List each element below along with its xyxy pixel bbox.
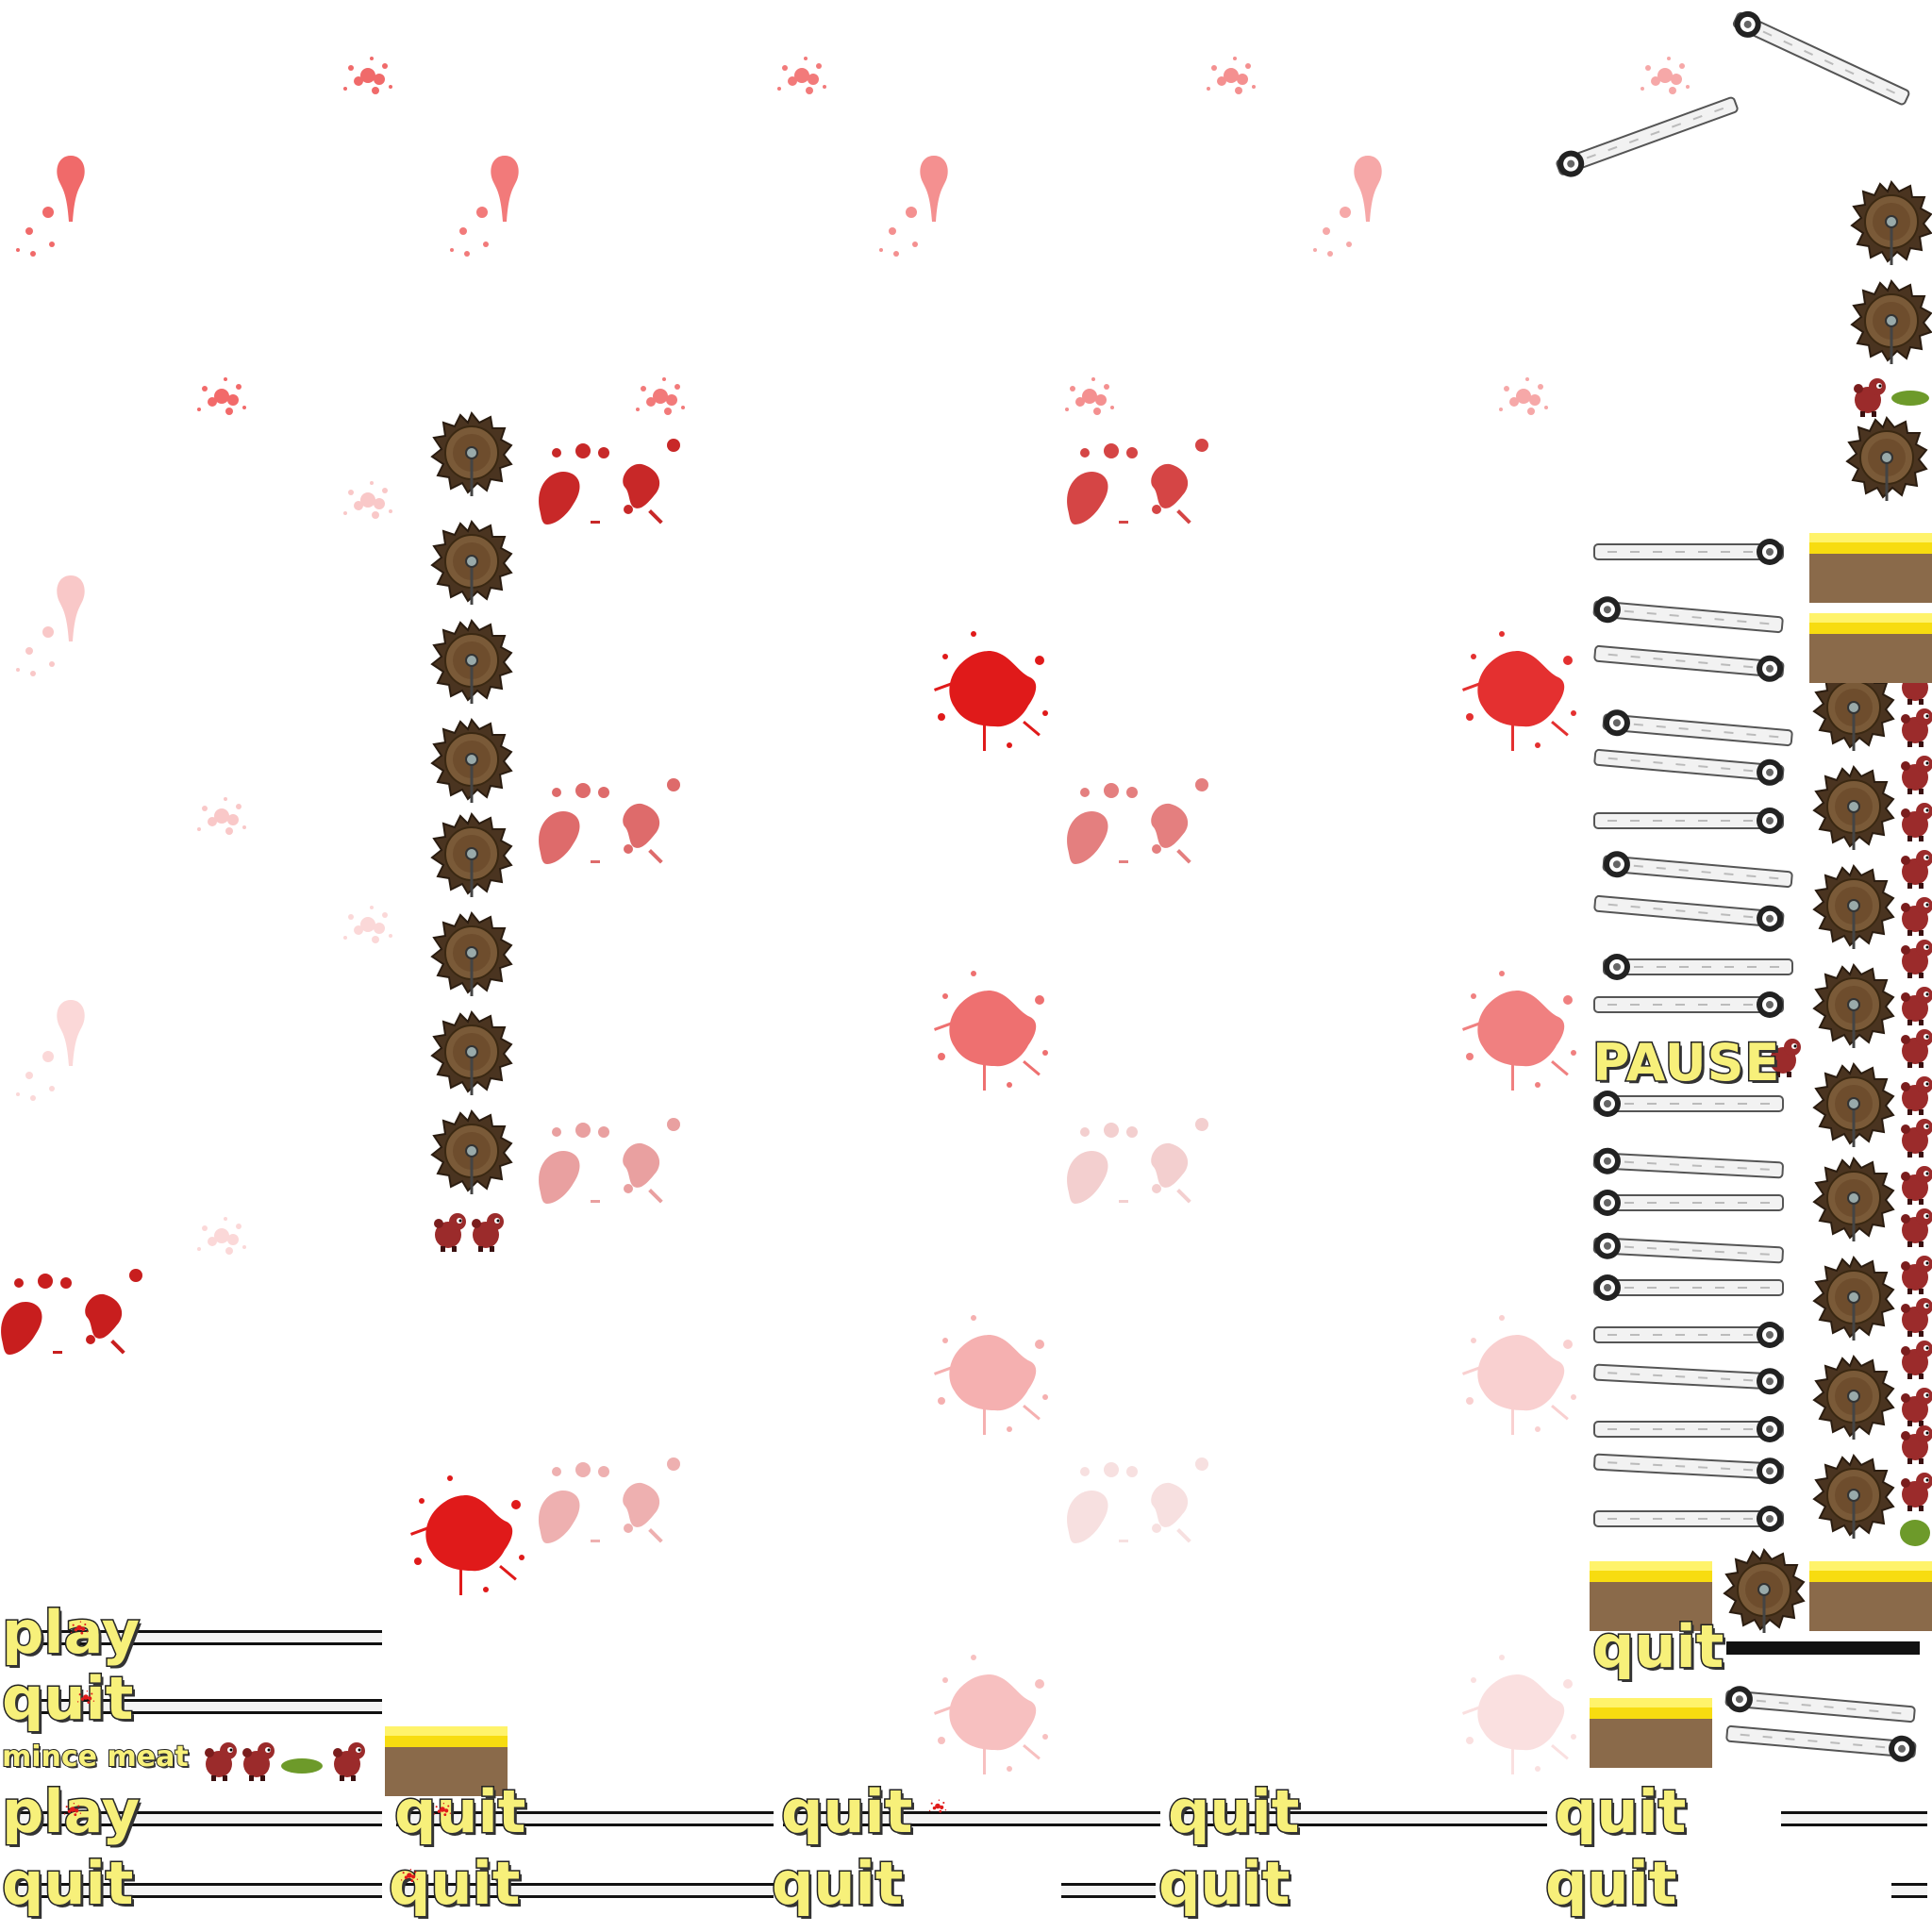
- wooden-stick-icon: [1891, 1883, 1927, 1898]
- quit-label: quit: [0, 1664, 134, 1733]
- wooden-stick-icon: [19, 1883, 382, 1898]
- wooden-stick-icon: [19, 1811, 382, 1826]
- pause-label: PAUSE: [1591, 1033, 1781, 1092]
- gold-mat-icon: [385, 1726, 508, 1796]
- wooden-stick-icon: [1061, 1883, 1156, 1898]
- wooden-stick-icon: [1170, 1811, 1547, 1826]
- quit-label: quit: [770, 1849, 904, 1918]
- quit-label: quit: [779, 1777, 913, 1846]
- wooden-stick-icon: [783, 1811, 1160, 1826]
- gold-mat-icon: [1590, 1561, 1712, 1631]
- quit-label: quit: [0, 1849, 134, 1918]
- wooden-stick-icon: [396, 1883, 774, 1898]
- quit-label: quit: [387, 1849, 521, 1918]
- quit-label: quit: [1157, 1849, 1291, 1918]
- quit-label: quit: [392, 1777, 526, 1846]
- wooden-stick-icon: [1781, 1811, 1927, 1826]
- gold-mat-icon: [1809, 1561, 1932, 1631]
- quit-label: quit: [1553, 1777, 1687, 1846]
- game-title: mince meat: [1, 1740, 190, 1774]
- quit-label: quit: [1543, 1849, 1677, 1918]
- wooden-stick-icon: [396, 1811, 774, 1826]
- gold-mat-icon: [1809, 533, 1932, 603]
- wooden-stick-icon: [38, 1630, 382, 1645]
- gold-mat-icon: [1809, 613, 1932, 683]
- quit-label: quit: [1591, 1612, 1724, 1681]
- gold-mat-icon: [1590, 1698, 1712, 1768]
- title-creatures: [205, 1742, 365, 1781]
- quit-label: quit: [1166, 1777, 1300, 1846]
- wooden-stick-icon: [38, 1699, 382, 1714]
